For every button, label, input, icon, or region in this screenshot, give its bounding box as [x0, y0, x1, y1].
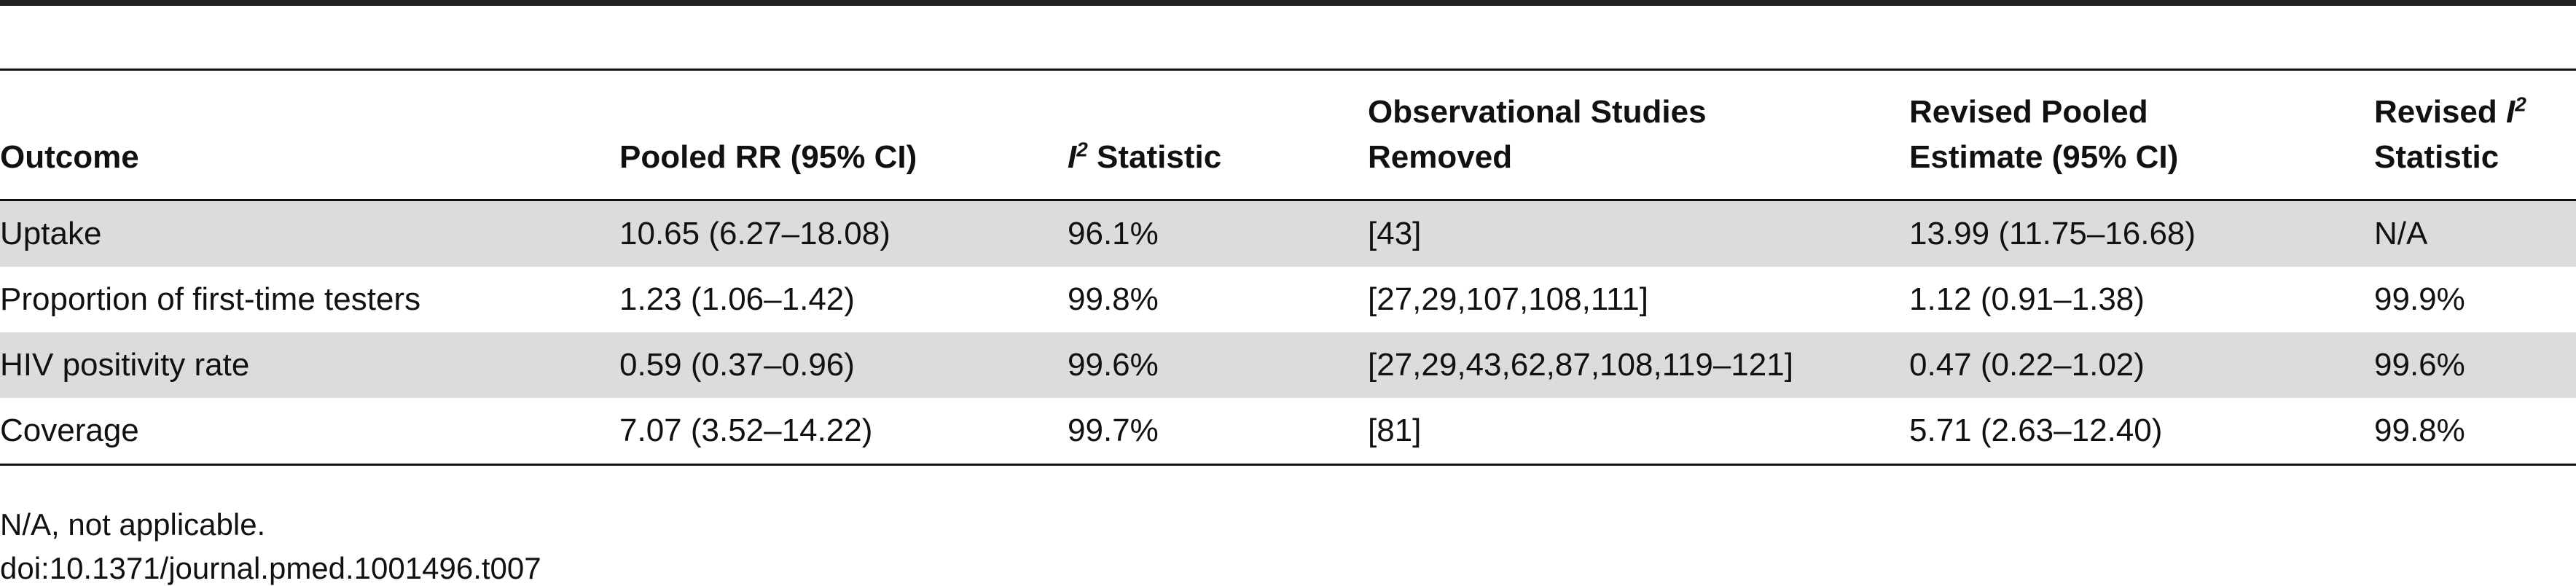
cell-pooled-rr: 1.23 (1.06–1.42)	[619, 281, 855, 317]
cell-i2: 96.1%	[1068, 200, 1368, 267]
cell-pooled-rr: 0.59 (0.37–0.96)	[619, 332, 1068, 398]
header-i2-statistic: I2 Statistic	[1068, 70, 1368, 200]
footnote-abbreviation: N/A, not applicable.	[0, 507, 266, 542]
cell-revised-estimate: 1.12 (0.91–1.38)	[1909, 281, 2145, 317]
header-revised-line2: Estimate (95% CI)	[1909, 139, 2179, 175]
header-removed-line2: Removed	[1368, 139, 1513, 175]
table-header-row: Outcome Pooled RR (95% CI) I2 Statistic …	[0, 69, 2576, 200]
header-pooled-rr: Pooled RR (95% CI)	[619, 70, 1068, 200]
revised-i2-symbol: I2	[2505, 93, 2526, 130]
cell-i2: 99.6%	[1068, 332, 1368, 398]
header-revised-i2-post: Statistic	[2374, 139, 2499, 175]
top-rule	[0, 0, 2576, 6]
table-row-hiv-positivity: HIV positivity rate 0.59 (0.37–0.96) 99.…	[0, 332, 2576, 398]
cell-removed: [27,29,43,62,87,108,119–121]	[1368, 332, 1909, 398]
cell-pooled-rr: 10.65 (6.27–18.08)	[619, 200, 1068, 267]
cell-revised-estimate: 0.47 (0.22–1.02)	[1909, 332, 2374, 398]
header-removed-line1: Observational Studies	[1368, 94, 1707, 130]
cell-outcome: Coverage	[0, 413, 139, 448]
results-table: Outcome Pooled RR (95% CI) I2 Statistic …	[0, 69, 2576, 466]
table-row-uptake: Uptake 10.65 (6.27–18.08) 96.1% [43] 13.…	[0, 200, 2576, 267]
cell-revised-i2: N/A	[2374, 200, 2576, 267]
i2-symbol: I2	[1068, 138, 1088, 175]
cell-revised-estimate: 13.99 (11.75–16.68)	[1909, 200, 2374, 267]
cell-revised-i2: 99.9%	[2374, 281, 2465, 317]
table-container: Outcome Pooled RR (95% CI) I2 Statistic …	[0, 69, 2576, 466]
cell-revised-i2: 99.8%	[2374, 413, 2465, 448]
cell-pooled-rr: 7.07 (3.52–14.22)	[619, 413, 873, 448]
header-revised-i2-pre: Revised	[2374, 94, 2506, 130]
footnote-doi: doi:10.1371/journal.pmed.1001496.t007	[0, 551, 541, 585]
table-row-coverage: Coverage 7.07 (3.52–14.22) 99.7% [81] 5.…	[0, 398, 2576, 465]
cell-outcome: Uptake	[0, 200, 619, 267]
header-outcome: Outcome	[0, 70, 619, 200]
header-i2-post: Statistic	[1087, 139, 1222, 175]
cell-revised-i2: 99.6%	[2374, 332, 2576, 398]
cell-removed: [81]	[1368, 413, 1422, 448]
header-revised-line1: Revised Pooled	[1909, 94, 2148, 130]
cell-revised-estimate: 5.71 (2.63–12.40)	[1909, 413, 2163, 448]
header-revised-i2: Revised I2 Statistic	[2374, 70, 2576, 200]
header-outcome-text: Outcome	[0, 139, 139, 175]
cell-i2: 99.8%	[1068, 281, 1159, 317]
header-pooled-rr-text: Pooled RR (95% CI)	[619, 139, 917, 175]
cell-removed: [27,29,107,108,111]	[1368, 281, 1648, 317]
cell-i2: 99.7%	[1068, 413, 1159, 448]
header-observational-removed: Observational Studies Removed	[1368, 70, 1909, 200]
table-row-first-time-testers: Proportion of first-time testers 1.23 (1…	[0, 267, 2576, 332]
cell-removed: [43]	[1368, 200, 1909, 267]
cell-outcome: Proportion of first-time testers	[0, 281, 421, 317]
cell-outcome: HIV positivity rate	[0, 332, 619, 398]
header-revised-estimate: Revised Pooled Estimate (95% CI)	[1909, 70, 2374, 200]
